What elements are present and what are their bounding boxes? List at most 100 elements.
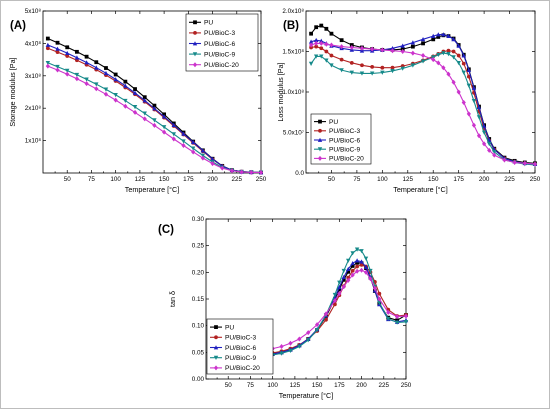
data-point <box>133 87 137 91</box>
data-point <box>314 25 319 30</box>
data-point <box>324 26 329 31</box>
data-point <box>355 260 360 265</box>
data-point <box>359 267 364 273</box>
data-point <box>113 77 118 82</box>
x-tick-label: 150 <box>312 382 323 389</box>
panel-letter: (A) <box>10 20 26 32</box>
data-point <box>431 37 436 42</box>
data-point <box>451 37 456 42</box>
x-tick-label: 250 <box>530 176 541 183</box>
data-point <box>390 69 395 74</box>
data-point <box>370 64 375 69</box>
data-point <box>363 269 369 275</box>
data-point <box>466 83 472 88</box>
data-point <box>395 314 400 320</box>
x-axis-title: Temperature [°C] <box>393 185 447 194</box>
data-point <box>359 249 364 254</box>
x-tick-label: 225 <box>379 382 390 389</box>
data-point <box>354 247 360 252</box>
data-point <box>337 284 342 290</box>
chart-panel-3: (C) 50 75 100 125 150 175 200 225 250 0.00 0.05 0.10… <box>158 216 412 400</box>
data-point <box>113 93 118 98</box>
data-point <box>45 60 51 66</box>
y-axis-title: tan δ <box>168 291 177 307</box>
legend-label: PU/BioC-3 <box>225 335 256 342</box>
data-point <box>55 46 60 51</box>
data-point <box>152 106 157 111</box>
data-point <box>332 292 338 298</box>
legend-marker <box>193 20 197 25</box>
data-point <box>55 67 60 73</box>
data-point <box>200 148 206 153</box>
data-point <box>410 63 416 68</box>
data-point <box>161 114 167 119</box>
data-point <box>400 43 405 48</box>
data-point <box>441 65 446 71</box>
legend-marker <box>317 147 323 152</box>
legend-box <box>185 13 259 72</box>
data-point <box>466 111 471 117</box>
legend-item: PU/BioC-6 <box>189 41 235 48</box>
data-point <box>471 99 477 104</box>
legend-label: PU/BioC-20 <box>204 62 239 69</box>
data-point <box>492 150 497 155</box>
x-tick-label: 150 <box>428 176 439 183</box>
data-point <box>522 160 527 166</box>
data-point <box>368 268 373 274</box>
data-point <box>324 41 329 47</box>
data-point <box>123 103 128 109</box>
legend-item: PU/BioC-6 <box>314 137 360 144</box>
data-point <box>487 147 492 153</box>
data-point <box>339 57 344 62</box>
data-point <box>461 53 466 58</box>
data-point <box>337 291 342 297</box>
data-point <box>481 130 487 135</box>
data-point <box>324 49 329 54</box>
y-tick-label: 0.00 <box>192 376 205 383</box>
data-point <box>220 165 225 171</box>
data-point <box>369 71 375 76</box>
y-tick-label: 5x10⁸ <box>25 8 42 15</box>
data-point <box>359 259 364 264</box>
data-point <box>441 32 446 37</box>
data-point <box>386 309 391 315</box>
y-tick-label: 5.0x10⁷ <box>283 130 305 137</box>
x-tick-label: 250 <box>401 382 412 389</box>
data-point <box>359 71 365 76</box>
data-point <box>337 280 342 285</box>
data-point <box>451 49 456 54</box>
legend-marker <box>214 335 218 340</box>
legend-item: PU <box>210 324 234 331</box>
data-point <box>346 266 351 272</box>
legend-marker <box>318 119 322 124</box>
data-point <box>309 31 313 36</box>
data-point <box>279 351 284 356</box>
data-point <box>410 50 415 56</box>
legend-item: PU/BioC-9 <box>314 147 360 154</box>
legend-marker <box>317 137 323 142</box>
data-point <box>258 170 264 176</box>
legend-item: PU/BioC-9 <box>189 51 235 58</box>
data-point <box>436 52 441 58</box>
data-point <box>229 168 235 174</box>
data-point <box>314 40 319 46</box>
data-point <box>436 35 441 39</box>
x-tick-label: 50 <box>225 382 233 389</box>
data-point <box>55 50 60 55</box>
legend-label: PU <box>204 20 213 27</box>
data-point <box>319 46 324 51</box>
data-point <box>65 68 70 73</box>
data-point <box>355 268 360 274</box>
y-tick-label: 1x10⁸ <box>25 138 42 145</box>
data-point <box>461 70 466 75</box>
data-point <box>324 317 328 322</box>
legend-label: PU/BioC-20 <box>329 156 364 163</box>
data-point <box>142 95 147 100</box>
data-point <box>132 105 138 110</box>
data-point <box>161 125 167 130</box>
data-point <box>476 133 482 139</box>
x-axis-title: Temperature [°C] <box>125 185 179 194</box>
data-point <box>65 50 70 56</box>
data-point <box>456 60 461 66</box>
x-axis-title: Temperature [°C] <box>279 391 333 400</box>
